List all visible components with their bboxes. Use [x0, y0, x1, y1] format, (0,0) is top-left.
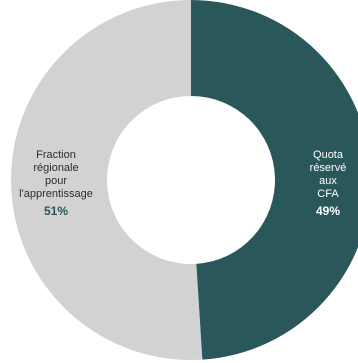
slice-name-fraction-regionale: Fraction régionale pour l'apprentissage	[19, 149, 93, 200]
slice-fraction-regionale	[10, 0, 203, 360]
slice-label-quota-cfa: Quota réservé aux CFA 49%	[298, 149, 358, 218]
slice-percent-fraction-regionale: 51%	[43, 204, 69, 218]
slice-percent-quota-cfa: 49%	[315, 204, 341, 218]
slice-quota-cfa	[191, 0, 358, 360]
slice-name-quota-cfa: Quota réservé aux CFA	[309, 149, 347, 200]
slice-label-fraction-regionale: Fraction régionale pour l'apprentissage …	[4, 149, 108, 218]
